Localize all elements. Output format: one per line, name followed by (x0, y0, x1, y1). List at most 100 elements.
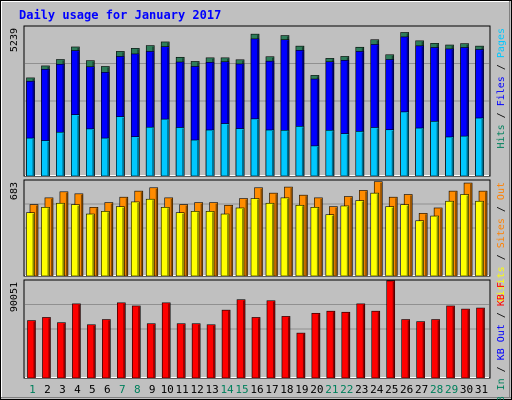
bar-kbf-day-27 (416, 321, 425, 379)
bar-visits-day-20 (310, 207, 320, 277)
x-tick-label: 4 (74, 383, 81, 396)
bar-kbf-day-20 (311, 312, 321, 379)
legend-entry: Files (496, 76, 507, 106)
legend-entry: / (496, 58, 507, 76)
bar-visits-day-17 (265, 202, 275, 277)
bar-kbf-day-12 (191, 323, 201, 379)
x-tick-label: 25 (385, 383, 398, 396)
bar-pages-day-29 (445, 136, 454, 177)
bar-visits-day-13 (205, 211, 215, 277)
bar-kbf-day-24 (371, 310, 381, 379)
x-tick-label: 17 (265, 383, 278, 396)
bar-pages-day-14 (220, 123, 230, 177)
bar-pages-day-9 (145, 126, 155, 177)
hits-files-pages-panel (23, 25, 491, 177)
legend-entry: / (496, 306, 507, 324)
legend-entry: Sites (496, 218, 507, 248)
bar-pages-day-2 (41, 140, 50, 177)
bar-visits-day-2 (41, 207, 50, 277)
x-tick-label: 7 (119, 383, 126, 396)
bar-visits-day-31 (475, 200, 484, 277)
x-tick-label: 14 (220, 383, 234, 396)
max-label-middle: 683 (9, 182, 20, 200)
bar-visits-day-11 (175, 212, 185, 277)
bar-kbf-day-25 (386, 280, 396, 379)
x-tick-label: 5 (89, 383, 96, 396)
bar-pages-day-27 (415, 127, 424, 177)
bar-kbf-day-1 (27, 320, 36, 379)
bar-kbf-day-15 (236, 299, 246, 379)
bar-kbf-day-7 (117, 302, 126, 379)
x-tick-label: 28 (430, 383, 443, 396)
bar-visits-day-18 (280, 197, 290, 277)
x-tick-label: 2 (44, 383, 51, 396)
bar-kbf-day-19 (296, 332, 306, 379)
bar-visits-day-8 (130, 201, 140, 277)
legend-entry: Visits (496, 266, 507, 302)
bar-visits-day-25 (385, 206, 395, 277)
kbytes-panel (23, 279, 491, 379)
x-tick-label: 3 (59, 383, 66, 396)
visits-sites-panel (23, 179, 491, 277)
bar-visits-day-19 (295, 204, 305, 277)
bar-kbf-day-26 (401, 319, 410, 379)
bar-pages-day-7 (116, 116, 125, 177)
bar-kbf-day-14 (221, 309, 231, 379)
x-tick-label: 23 (355, 383, 368, 396)
bar-pages-day-16 (250, 118, 260, 177)
max-label-bottom: 90051 (9, 282, 20, 312)
x-tick-label: 22 (340, 383, 353, 396)
x-tick-label: 6 (104, 383, 111, 396)
bar-visits-day-4 (71, 204, 80, 277)
bar-kbf-day-2 (42, 317, 51, 379)
x-tick-label: 1 (29, 383, 36, 396)
x-tick-label: 10 (161, 383, 174, 396)
bar-kbf-day-23 (356, 303, 366, 379)
x-tick-label: 16 (250, 383, 263, 396)
bar-visits-day-10 (160, 207, 170, 277)
bar-kbf-day-4 (72, 303, 81, 379)
bar-visits-day-3 (56, 202, 65, 277)
bar-kbf-day-28 (431, 319, 440, 379)
legend-entry: / (496, 248, 507, 266)
x-tick-label: 11 (176, 383, 189, 396)
bar-pages-day-24 (370, 127, 380, 177)
x-tick-label: 9 (149, 383, 156, 396)
bar-visits-day-7 (116, 206, 125, 277)
bar-visits-day-1 (26, 212, 35, 277)
x-axis-labels: 1 2 3 4 5 6 7 8 9 10 11 12 13 14 15 16 17 18 19 20 21 22 23 24 2… (29, 383, 488, 396)
bar-pages-day-3 (56, 131, 65, 177)
bar-pages-day-12 (190, 139, 200, 177)
x-tick-label: 26 (400, 383, 413, 396)
bar-pages-day-5 (86, 128, 95, 177)
legend-top: Hits / Files / Pages (496, 28, 507, 148)
x-tick-label: 15 (235, 383, 248, 396)
bar-kbf-day-17 (266, 300, 276, 379)
legend-entry: Out (496, 182, 507, 200)
bar-visits-day-28 (430, 215, 439, 277)
legend-entry: KB In (496, 378, 507, 400)
bar-kbf-day-3 (57, 322, 66, 379)
bar-pages-day-15 (235, 128, 245, 177)
bar-pages-day-20 (310, 145, 320, 177)
x-tick-label: 20 (310, 383, 323, 396)
x-tick-label: 27 (415, 383, 428, 396)
x-tick-label: 19 (295, 383, 308, 396)
bar-pages-day-25 (385, 129, 395, 177)
bar-visits-day-21 (325, 214, 335, 277)
bar-pages-day-21 (325, 129, 335, 177)
chart-title: Daily usage for January 2017 (19, 8, 221, 22)
x-tick-label: 18 (280, 383, 293, 396)
bar-pages-day-28 (430, 121, 439, 177)
bar-visits-day-23 (355, 200, 365, 277)
bar-kbf-day-6 (102, 319, 111, 379)
bar-kbf-day-11 (176, 323, 186, 379)
bar-visits-day-9 (145, 198, 155, 277)
bar-pages-day-31 (475, 117, 484, 177)
legend-entry: Pages (496, 28, 507, 58)
bar-kbf-day-9 (146, 323, 156, 379)
bar-pages-day-18 (280, 129, 290, 177)
x-tick-label: 13 (205, 383, 218, 396)
bar-visits-day-12 (190, 211, 200, 277)
bar-pages-day-26 (400, 111, 409, 177)
